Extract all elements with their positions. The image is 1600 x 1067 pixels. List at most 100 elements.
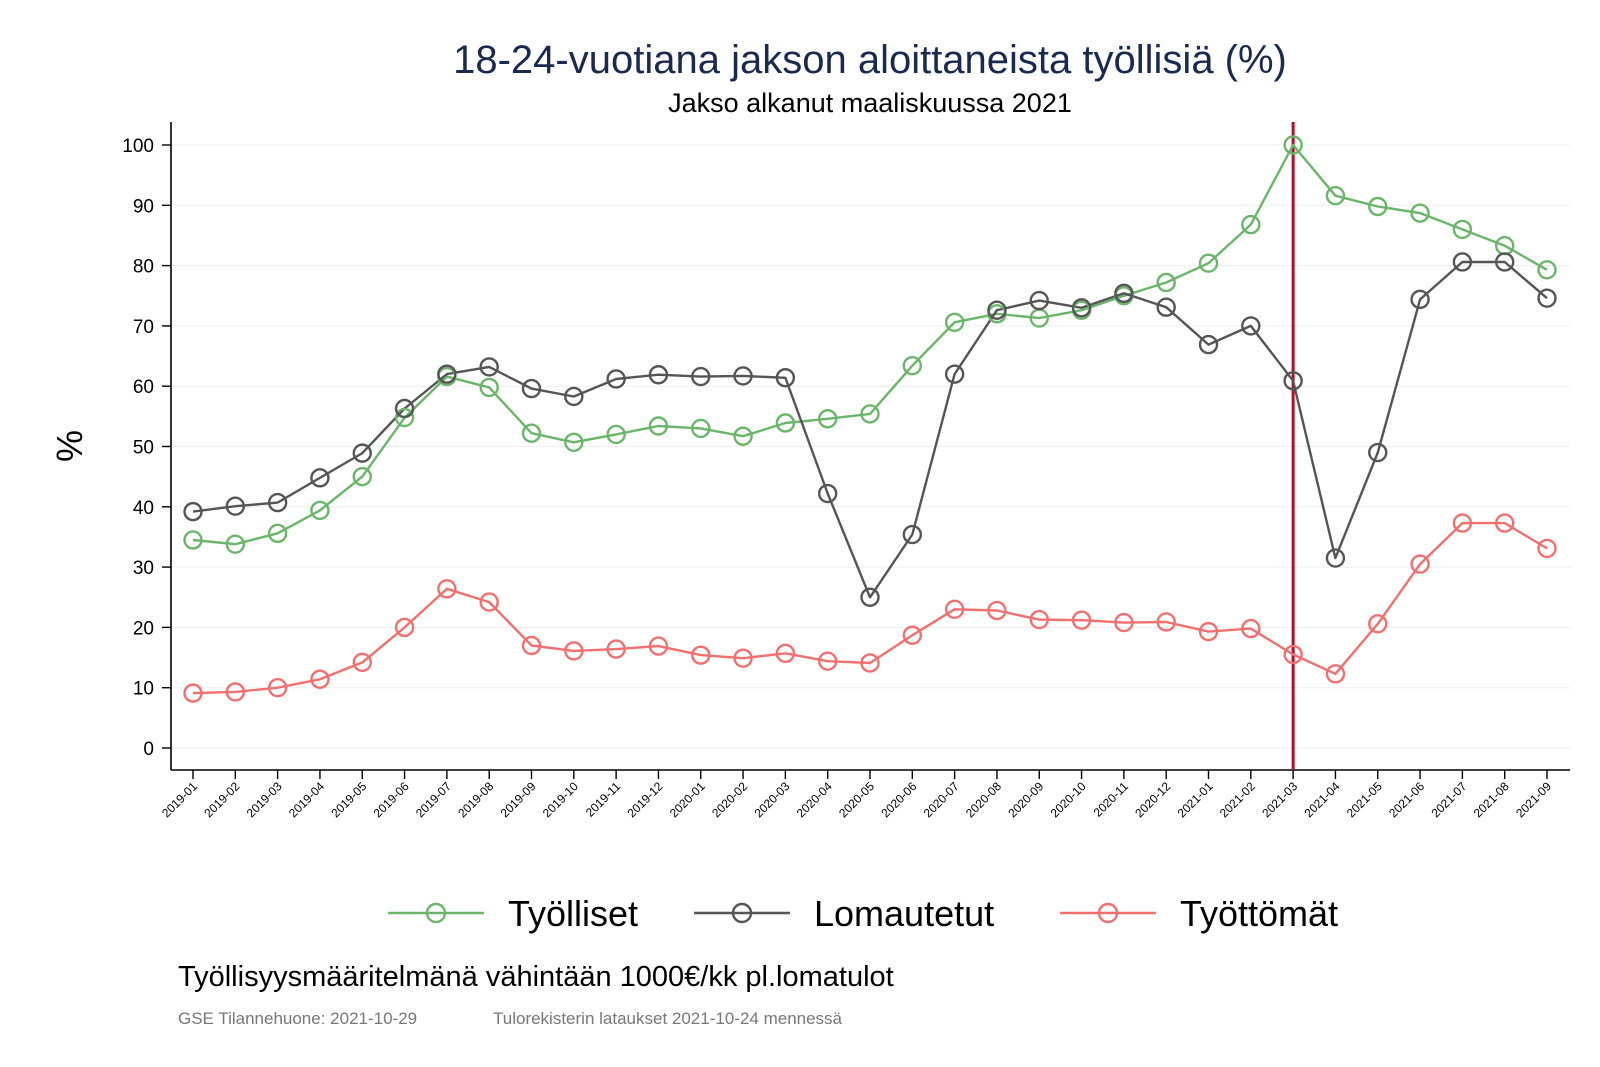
x-tick-label: 2019-05 <box>328 779 369 820</box>
data-point <box>1368 196 1388 217</box>
y-tick-label: 70 <box>133 317 154 338</box>
data-point <box>1156 272 1176 293</box>
data-point <box>564 386 584 407</box>
data-point <box>648 636 669 656</box>
x-tick-label: 2019-12 <box>625 779 666 820</box>
data-point <box>944 599 965 620</box>
data-point <box>1241 214 1261 235</box>
data-point <box>1029 609 1049 630</box>
footer-loads: Tulorekisterin lataukset 2021-10-24 menn… <box>493 1009 843 1028</box>
data-point <box>394 617 415 638</box>
data-point <box>267 678 288 698</box>
data-point <box>352 652 372 673</box>
x-tick-label: 2019-07 <box>413 779 454 820</box>
data-point <box>1452 219 1473 240</box>
x-tick-label: 2021-02 <box>1217 779 1258 820</box>
data-point <box>606 369 626 389</box>
legend-label: Lomautetut <box>814 893 994 934</box>
data-point <box>521 635 542 656</box>
data-point <box>1114 612 1134 633</box>
x-tick-label: 2019-09 <box>498 779 539 820</box>
data-point <box>1283 644 1303 665</box>
legend-marker <box>425 902 447 924</box>
x-tick-label: 2021-04 <box>1302 779 1343 820</box>
data-point <box>1368 442 1388 463</box>
y-tick-label: 80 <box>133 257 154 278</box>
data-point <box>352 443 372 463</box>
data-point <box>437 364 457 384</box>
data-point <box>1241 618 1261 639</box>
data-point <box>775 368 796 388</box>
data-point <box>479 357 499 377</box>
x-tick-label: 2021-05 <box>1344 779 1385 820</box>
data-point <box>733 648 753 668</box>
data-point <box>225 534 246 554</box>
x-tick-label: 2020-12 <box>1132 779 1173 820</box>
data-point <box>479 592 499 612</box>
data-point <box>310 468 330 488</box>
series-line <box>192 521 1548 695</box>
data-point <box>521 378 542 399</box>
data-point <box>310 500 330 521</box>
data-point <box>733 366 753 386</box>
data-point <box>1241 316 1261 336</box>
y-axis-label: % <box>49 430 90 462</box>
y-tick-label: 50 <box>133 438 154 459</box>
y-tick-label: 10 <box>133 679 154 700</box>
chart-title: 18-24-vuotiana jakson aloittaneista työl… <box>453 38 1287 82</box>
x-tick-label: 2020-07 <box>921 779 962 820</box>
data-point <box>1114 283 1134 304</box>
chart-subtitle: Jakso alkanut maaliskuussa 2021 <box>668 88 1072 118</box>
y-tick-label: 40 <box>133 498 154 519</box>
data-point <box>1198 334 1219 355</box>
x-tick-label: 2019-10 <box>540 779 581 820</box>
data-point <box>987 600 1007 621</box>
x-tick-label: 2020-09 <box>1005 779 1046 820</box>
data-point <box>1537 538 1557 559</box>
data-point <box>987 300 1007 320</box>
data-point <box>1410 289 1430 310</box>
data-point <box>691 645 711 665</box>
grid-lines <box>171 144 1570 749</box>
x-tick-label: 2021-08 <box>1471 779 1512 820</box>
data-point <box>1283 135 1303 155</box>
x-tick-label: 2021-01 <box>1175 779 1216 820</box>
data-point <box>352 466 372 487</box>
data-point <box>310 669 330 689</box>
series-line <box>192 260 1548 599</box>
legend: Työlliset Lomautetut Työttömät <box>388 893 1338 934</box>
data-point <box>267 492 288 513</box>
y-tick-label: 20 <box>133 618 154 639</box>
data-point <box>860 587 880 607</box>
x-tick-label: 2019-03 <box>244 779 285 820</box>
x-tick-label: 2020-05 <box>836 779 877 820</box>
x-tick-label: 2020-11 <box>1091 779 1132 820</box>
x-tick-label: 2020-04 <box>794 779 835 820</box>
data-point <box>1537 288 1557 308</box>
data-point <box>521 423 542 443</box>
x-tick-label: 2019-06 <box>371 779 412 820</box>
data-point <box>267 523 288 544</box>
data-point <box>1494 513 1515 533</box>
x-tick-label: 2019-11 <box>583 779 624 820</box>
data-point <box>902 355 923 376</box>
data-point <box>1537 260 1557 280</box>
legend-label: Työttömät <box>1180 893 1338 934</box>
data-point <box>183 530 203 550</box>
series-layer <box>183 135 1557 703</box>
x-tick-label: 2021-06 <box>1386 779 1427 820</box>
data-point <box>183 501 203 522</box>
y-tick-label: 100 <box>122 136 154 157</box>
data-point <box>1325 548 1346 568</box>
data-point <box>902 524 923 545</box>
data-point <box>225 496 246 516</box>
x-tick-label: 2020-10 <box>1048 779 1089 820</box>
data-point <box>1156 612 1176 632</box>
data-point <box>817 483 838 504</box>
x-tick-label: 2021-09 <box>1513 779 1554 820</box>
y-tick-label: 30 <box>133 558 154 579</box>
data-point <box>944 364 965 384</box>
data-point <box>691 366 711 387</box>
series-line <box>192 143 1548 546</box>
legend-label: Työlliset <box>508 893 638 934</box>
